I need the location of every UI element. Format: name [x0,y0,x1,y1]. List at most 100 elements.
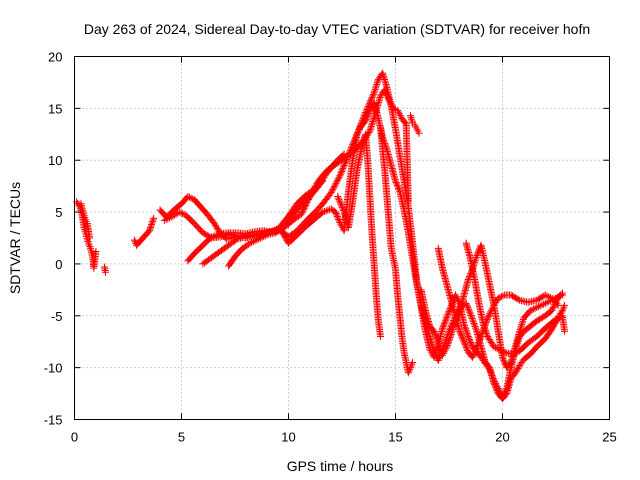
data-point [373,80,381,88]
data-point [488,305,496,313]
data-point [436,343,444,351]
data-point [341,160,349,168]
data-point [335,196,343,204]
data-point [146,224,154,232]
data-point [384,95,392,103]
data-point [302,201,310,209]
data-point [553,300,561,308]
data-point [492,299,500,307]
data-point [327,188,335,196]
data-point [469,353,477,361]
data-point [480,323,488,331]
data-point [392,178,400,186]
data-point [431,329,439,337]
data-point [261,232,269,240]
data-point [447,330,455,338]
data-point [465,305,473,313]
data-point [365,129,373,137]
data-point [443,343,451,351]
data-point [462,299,470,307]
data-point [408,117,416,125]
data-point [439,351,447,359]
data-point [187,194,195,202]
data-point [299,206,307,214]
data-point [472,344,480,352]
data-point [145,227,153,235]
data-point [492,385,500,393]
data-point [444,340,452,348]
data-point [209,232,217,240]
data-point [464,275,472,283]
data-point [554,301,562,309]
data-point [332,210,340,218]
data-point [303,198,311,206]
data-point [489,303,497,311]
data-point [462,344,470,352]
data-point [495,345,503,353]
data-point [456,329,464,337]
data-point [500,356,508,364]
data-point [333,211,341,219]
data-point [299,207,307,215]
data-point [516,327,524,335]
data-point [553,315,561,323]
data-point [336,199,344,207]
data-point [334,176,342,184]
data-point [320,207,328,215]
data-point [381,86,389,94]
data-point [373,79,381,87]
data-point [377,333,385,341]
y-tick-label: 15 [48,101,62,116]
data-point [472,326,480,334]
data-point [406,365,414,373]
data-point [199,229,207,237]
data-point [371,87,379,95]
data-point [443,312,451,320]
data-point [538,301,546,309]
data-point [338,167,346,175]
data-point [490,301,498,309]
data-point [464,333,472,341]
data-point [362,115,370,123]
data-point [469,318,477,326]
data-point [149,217,157,225]
data-point [533,303,541,311]
data-point [434,338,442,346]
data-point [332,179,340,187]
data-point [551,316,559,324]
data-point [364,111,372,119]
data-point [450,322,458,330]
data-point [304,195,312,203]
data-point [232,236,240,244]
data-point [395,184,403,192]
data-point [493,344,501,352]
data-point [484,314,492,322]
data-point [435,341,443,349]
y-axis-label: SDTVAR / TECUs [7,182,23,294]
data-point [457,330,465,338]
data-point [404,369,412,377]
data-point [337,200,345,208]
data-point [85,234,93,242]
data-point [330,182,338,190]
data-point [465,335,473,343]
y-tick-labels: -15 -10 -5 0 5 10 15 20 [44,50,63,428]
data-point [334,175,342,183]
data-point [472,324,480,332]
data-point [502,391,510,399]
x-tick-labels: 0 5 10 15 20 25 [71,430,617,445]
data-point [441,317,449,325]
data-point [179,210,187,218]
data-point [354,129,362,137]
data-point [441,346,449,354]
data-point [445,308,453,316]
data-point [92,247,100,255]
data-point [246,239,254,247]
data-point [407,113,415,121]
data-point [405,367,413,375]
data-point [449,325,457,333]
data-point [463,345,471,353]
data-point [409,358,417,366]
data-point [435,355,443,363]
data-point [332,208,340,216]
